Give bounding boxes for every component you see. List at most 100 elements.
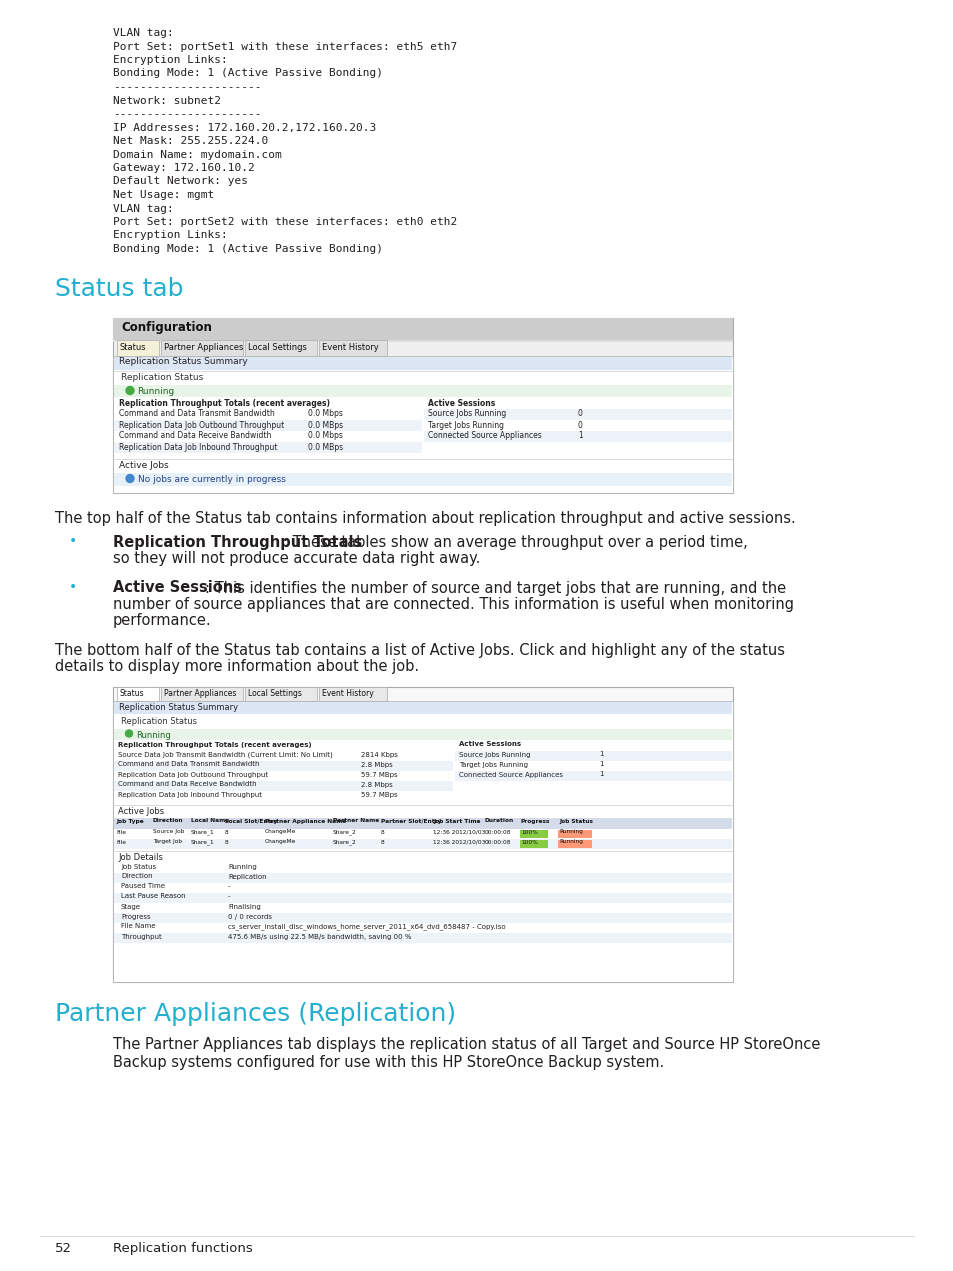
Text: Command and Data Transmit Bandwidth: Command and Data Transmit Bandwidth <box>119 409 274 418</box>
Text: Progress: Progress <box>520 819 550 824</box>
Text: Event History: Event History <box>322 342 378 352</box>
Text: File: File <box>116 830 126 835</box>
Text: Local Settings: Local Settings <box>248 342 307 352</box>
Text: 0: 0 <box>578 421 582 430</box>
Text: 8: 8 <box>225 830 229 835</box>
Bar <box>113 882 731 892</box>
Text: 59.7 MBps: 59.7 MBps <box>360 792 397 797</box>
Text: 59.7 MBps: 59.7 MBps <box>360 771 397 778</box>
Text: 00:00:08: 00:00:08 <box>484 840 511 844</box>
Bar <box>113 356 731 370</box>
Bar <box>113 872 731 882</box>
Text: Job Start Time: Job Start Time <box>433 819 480 824</box>
Text: The Partner Appliances tab displays the replication status of all Target and Sou: The Partner Appliances tab displays the … <box>112 1037 820 1052</box>
Text: Local Name: Local Name <box>191 819 229 824</box>
Text: Source Data Job Transmit Bandwidth (Current Limit: No Limit): Source Data Job Transmit Bandwidth (Curr… <box>118 751 333 758</box>
Text: 8: 8 <box>380 840 384 844</box>
Bar <box>112 318 732 492</box>
Text: Replication Data Job Outbound Throughput: Replication Data Job Outbound Throughput <box>118 771 268 778</box>
Text: Running: Running <box>228 863 256 869</box>
Text: 0.0 MBps: 0.0 MBps <box>308 442 343 451</box>
Text: Job Status: Job Status <box>558 819 593 824</box>
Bar <box>113 829 731 839</box>
Text: Source Jobs Running: Source Jobs Running <box>428 409 506 418</box>
Text: Status: Status <box>120 342 147 352</box>
Text: Replication Throughput Totals (recent averages): Replication Throughput Totals (recent av… <box>119 399 330 408</box>
Text: •: • <box>69 535 77 549</box>
Text: VLAN tag:: VLAN tag: <box>112 28 173 38</box>
Text: •: • <box>69 581 77 595</box>
Bar <box>117 686 159 700</box>
Text: Source Job: Source Job <box>152 830 184 835</box>
Text: 0: 0 <box>578 409 582 418</box>
Text: 0 / 0 records: 0 / 0 records <box>228 914 272 919</box>
Bar <box>112 700 732 981</box>
Bar <box>113 419 421 431</box>
Bar <box>113 702 731 713</box>
Bar <box>423 431 731 441</box>
Bar <box>113 441 421 452</box>
Text: 2814 Kbps: 2814 Kbps <box>360 751 397 758</box>
Bar <box>519 830 547 838</box>
Text: Command and Data Transmit Bandwidth: Command and Data Transmit Bandwidth <box>118 761 259 768</box>
Text: Direction: Direction <box>121 873 152 880</box>
Text: 1: 1 <box>598 751 603 758</box>
Text: Throughput: Throughput <box>121 933 162 939</box>
Bar <box>113 839 731 849</box>
Text: 00:00:08: 00:00:08 <box>484 830 511 835</box>
Text: Running: Running <box>136 731 171 740</box>
Text: Finalising: Finalising <box>228 904 260 910</box>
Text: Active Sessions: Active Sessions <box>458 741 520 747</box>
Text: Port Set: portSet2 with these interfaces: eth0 eth2: Port Set: portSet2 with these interfaces… <box>112 217 456 228</box>
Text: -: - <box>228 883 231 890</box>
Text: 52: 52 <box>55 1242 71 1254</box>
Text: Default Network: yes: Default Network: yes <box>112 177 248 187</box>
Text: Target Jobs Running: Target Jobs Running <box>458 761 527 768</box>
Bar <box>245 339 316 356</box>
Text: Running: Running <box>558 830 582 835</box>
Text: Encryption Links:: Encryption Links: <box>112 230 228 240</box>
Bar <box>519 840 547 848</box>
Text: Net Mask: 255.255.224.0: Net Mask: 255.255.224.0 <box>112 136 268 146</box>
Bar <box>558 830 592 838</box>
Text: 2.8 Mbps: 2.8 Mbps <box>360 782 393 788</box>
Bar <box>112 356 732 492</box>
Text: The bottom half of the Status tab contains a list of Active Jobs. Click and high: The bottom half of the Status tab contai… <box>55 643 784 657</box>
Text: cs_server_install_disc_windows_home_server_2011_x64_dvd_658487 - Copy.iso: cs_server_install_disc_windows_home_serv… <box>228 924 505 930</box>
Bar <box>113 473 731 486</box>
Text: Bonding Mode: 1 (Active Passive Bonding): Bonding Mode: 1 (Active Passive Bonding) <box>112 244 382 254</box>
Text: Paused Time: Paused Time <box>121 883 165 890</box>
Text: 8: 8 <box>380 830 384 835</box>
Text: 2.8 Mbps: 2.8 Mbps <box>360 761 393 768</box>
Text: IP Addresses: 172.160.20.2,172.160.20.3: IP Addresses: 172.160.20.2,172.160.20.3 <box>112 122 375 132</box>
Text: Replication: Replication <box>228 873 266 880</box>
Bar <box>113 923 731 933</box>
Bar <box>113 760 453 770</box>
Text: Replication Status Summary: Replication Status Summary <box>119 703 238 712</box>
Text: Active Sessions: Active Sessions <box>428 399 495 408</box>
Text: Encryption Links:: Encryption Links: <box>112 55 228 65</box>
Bar <box>113 913 731 923</box>
Bar <box>423 408 731 419</box>
Bar <box>161 339 243 356</box>
Text: Running: Running <box>558 840 582 844</box>
Text: The top half of the Status tab contains information about replication throughput: The top half of the Status tab contains … <box>55 511 795 525</box>
Text: Share_2: Share_2 <box>333 830 356 835</box>
Text: Duration: Duration <box>484 819 514 824</box>
Text: 8: 8 <box>225 840 229 844</box>
Bar <box>112 339 732 342</box>
Text: 0.0 Mbps: 0.0 Mbps <box>308 431 342 441</box>
Text: Partner Appliances (Replication): Partner Appliances (Replication) <box>55 1002 456 1026</box>
Text: Partner Name: Partner Name <box>333 819 379 824</box>
Bar <box>318 339 387 356</box>
Text: 100%: 100% <box>520 840 537 844</box>
Text: Replication Data Job Inbound Throughput: Replication Data Job Inbound Throughput <box>119 442 277 451</box>
Text: details to display more information about the job.: details to display more information abou… <box>55 658 418 674</box>
Text: ChangeMe: ChangeMe <box>265 830 296 835</box>
Text: Job Type: Job Type <box>116 819 144 824</box>
Text: Direction: Direction <box>152 819 183 824</box>
Text: Target Job: Target Job <box>152 840 182 844</box>
Text: Local Slot/Entry: Local Slot/Entry <box>225 819 277 824</box>
Text: File Name: File Name <box>121 924 155 929</box>
Text: 0.0 MBps: 0.0 MBps <box>308 421 343 430</box>
